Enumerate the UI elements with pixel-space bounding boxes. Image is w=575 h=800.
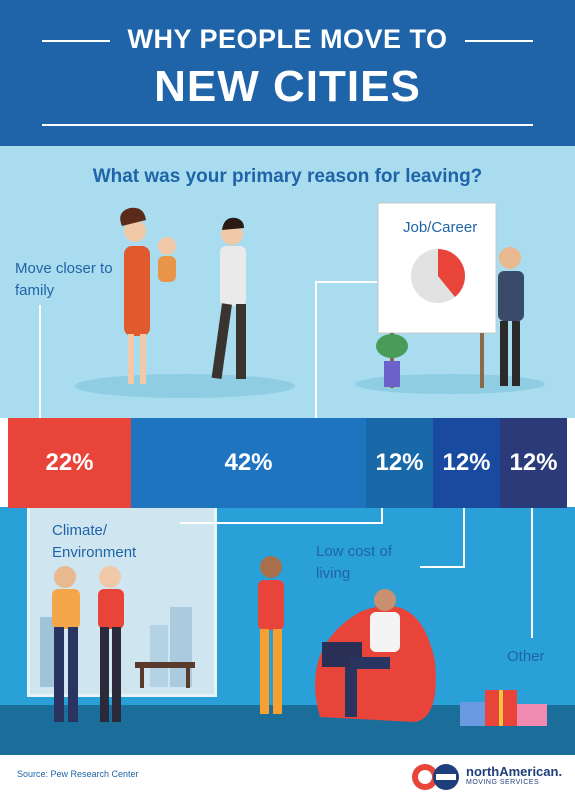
bar-segment-job: 42% [131, 418, 366, 508]
leader-climate-horizontal [180, 522, 383, 524]
leader-climate-vertical [381, 508, 383, 524]
logo-subtitle: MOVING SERVICES [466, 779, 540, 786]
bar-segment-cost: 12% [433, 418, 500, 508]
bar-value-label: 12% [442, 449, 491, 476]
header-banner [0, 0, 575, 146]
family-illustration [120, 207, 246, 384]
northamerican-logo-icon [412, 764, 459, 790]
leader-family [39, 305, 41, 418]
label-climate: Climate/ Environment [52, 522, 137, 561]
upper-illustrations [75, 202, 545, 398]
label-family: Move closer to family [15, 260, 113, 299]
bar-segment-other: 12% [500, 418, 567, 508]
footer [0, 755, 575, 800]
logo-name: northAmerican. [466, 764, 563, 779]
title-line-2: NEW CITIES [154, 62, 421, 111]
leader-cost-horizontal [420, 566, 465, 568]
bar-value-label: 22% [45, 449, 94, 476]
leader-cost-vertical [463, 508, 465, 568]
question-heading: What was your primary reason for leaving… [92, 166, 483, 187]
bar-value-label: 12% [509, 449, 558, 476]
bar-segment-climate: 12% [366, 418, 433, 508]
lower-illustrations [40, 556, 547, 726]
bar-segment-family: 22% [8, 418, 131, 508]
title-rule-left [42, 40, 110, 42]
leader-job-vertical [315, 281, 317, 418]
leader-job-horizontal [315, 281, 377, 283]
title-line-1: WHY PEOPLE MOVE TO [127, 24, 448, 54]
label-job: Job/Career [403, 219, 478, 236]
bar-value-label: 42% [224, 449, 273, 476]
title-rule-bottom [42, 124, 533, 126]
label-other: Other [507, 648, 545, 665]
source-note: Source: Pew Research Center [17, 769, 139, 779]
job-illustration [376, 202, 524, 388]
title-rule-right [465, 40, 533, 42]
label-cost: Low cost of living [316, 543, 392, 582]
leader-other [531, 508, 533, 638]
bar-value-label: 12% [375, 449, 424, 476]
